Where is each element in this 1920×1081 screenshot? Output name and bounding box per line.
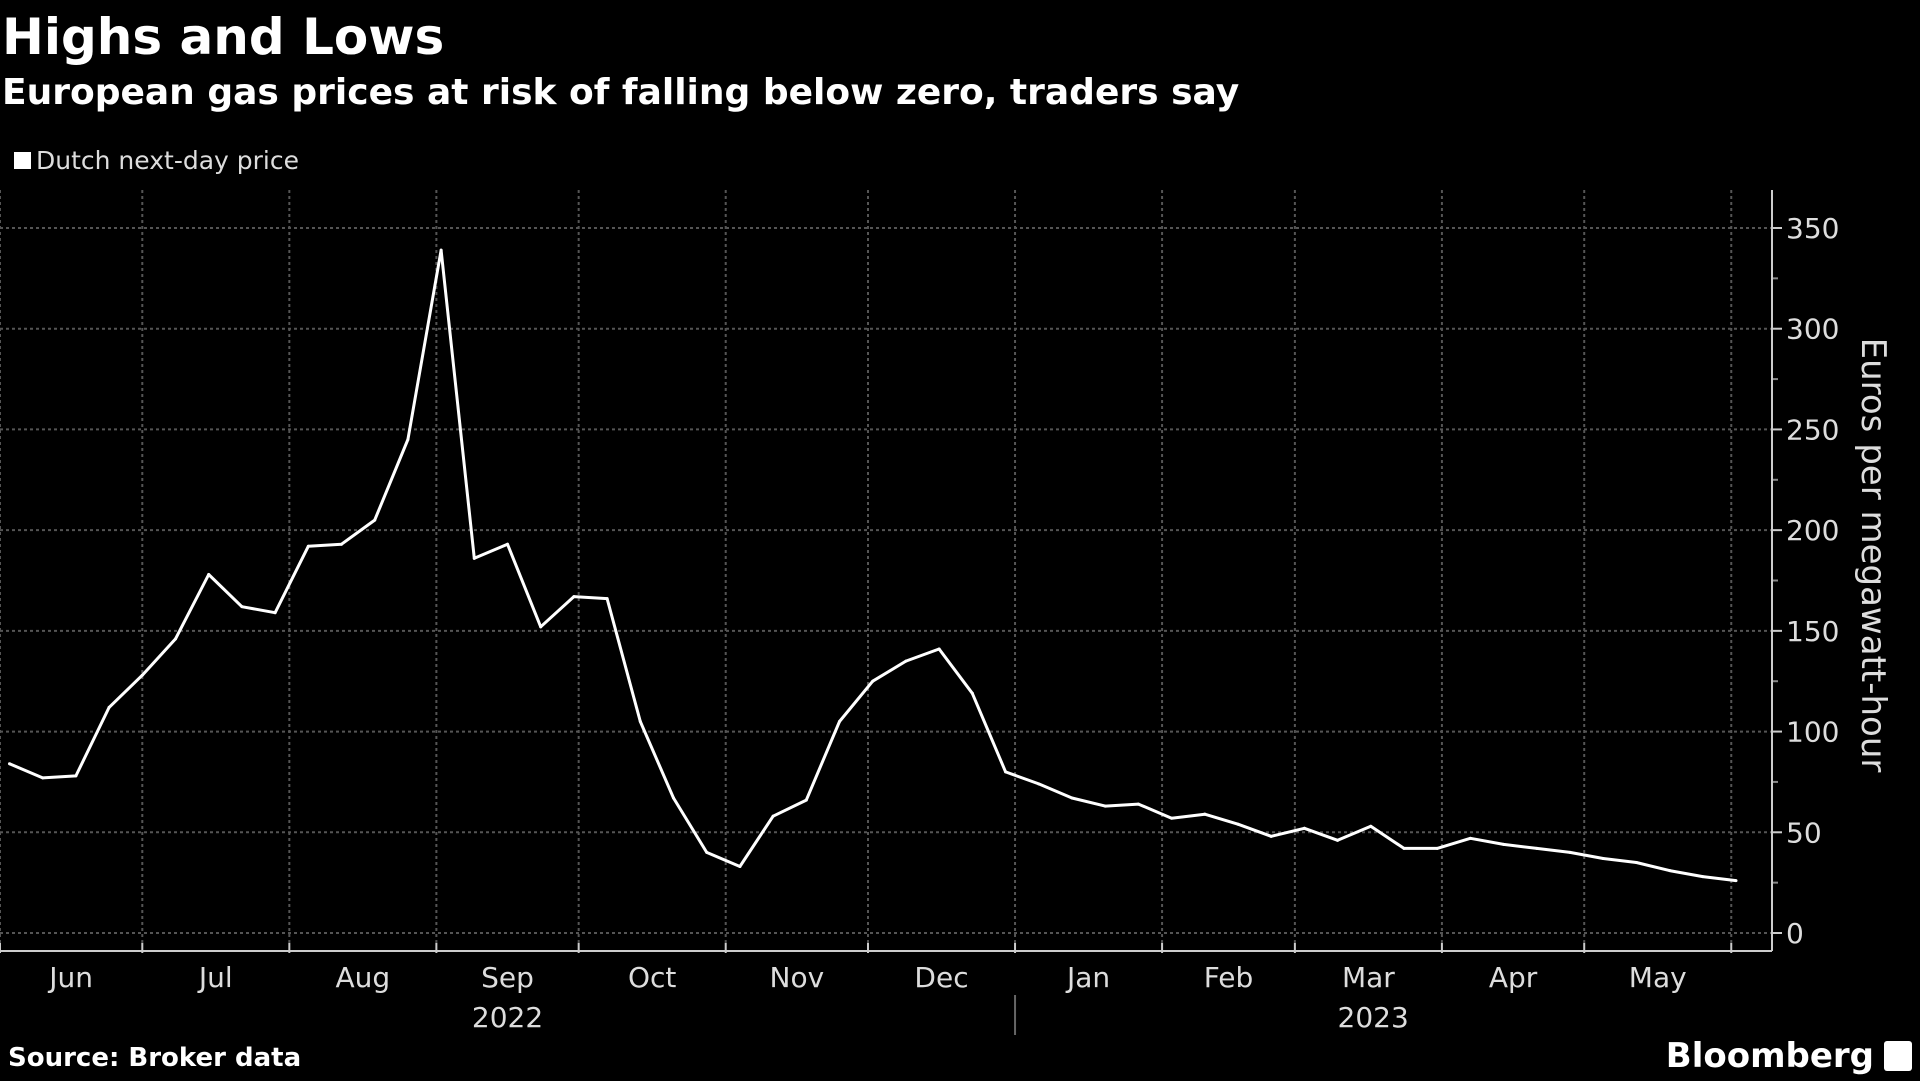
logo-text: Bloomberg [1665,1036,1874,1076]
x-tick-label: Oct [628,961,676,994]
x-tick-label: Sep [481,961,534,994]
data-point [1136,802,1140,806]
data-point [240,605,244,609]
data-point [1336,838,1340,842]
x-tick-label: Jun [47,961,93,994]
x-tick-label: Dec [914,961,968,994]
data-point [41,776,45,780]
x-tick-label: Jan [1065,961,1110,994]
chart-title: Highs and Lows [2,8,445,66]
data-point [1070,796,1074,800]
y-tick-label: 300 [1786,313,1839,346]
data-point [1269,834,1273,838]
data-point [705,850,709,854]
y-tick-label: 0 [1786,917,1804,950]
data-point [306,544,310,548]
data-point [1701,875,1705,879]
data-point [1103,804,1107,808]
chart-subtitle: European gas prices at risk of falling b… [2,72,1240,113]
data-point [1601,856,1605,860]
data-point [107,705,111,709]
data-point [605,597,609,601]
data-point [1468,836,1472,840]
data-point [1668,869,1672,873]
series-line [8,248,1737,883]
y-tick-label: 50 [1786,816,1822,849]
data-point [970,691,974,695]
data-point [1535,846,1539,850]
data-point [173,637,177,641]
data-point [273,611,277,615]
data-point [904,659,908,663]
year-label: 2023 [1338,1001,1409,1034]
y-tick-label: 350 [1786,212,1839,245]
data-point [439,248,443,252]
data-point [638,720,642,723]
data-point [1004,770,1008,774]
data-point [804,798,808,802]
x-tick-label: Feb [1204,961,1254,994]
y-tick-label: 150 [1786,615,1839,648]
y-axis-label: Euros per megawatt-hour [1853,338,1893,773]
data-point [7,762,11,766]
data-point [771,814,775,818]
data-point [1236,822,1240,826]
bloomberg-logo: Bloomberg [1666,1036,1912,1076]
data-point [672,796,676,800]
data-point [140,673,144,677]
data-point [1435,846,1439,850]
legend-swatch [14,152,31,169]
data-point [838,720,842,723]
x-tick-label: May [1629,961,1687,994]
data-point [1734,879,1738,883]
y-tick-label: 200 [1786,514,1839,547]
data-point [937,647,941,651]
data-point [539,625,543,629]
source-note: Source: Broker data [8,1043,302,1073]
x-tick-label: Apr [1489,961,1538,994]
data-point [1302,826,1306,830]
data-point [207,572,211,576]
data-point [871,679,875,683]
data-point [738,865,742,869]
legend: Dutch next-day price [14,146,299,175]
x-tick-label: Nov [770,961,825,994]
data-point [373,518,377,522]
data-point [1402,846,1406,850]
data-point [406,438,410,441]
data-point [340,542,344,546]
legend-label: Dutch next-day price [36,146,299,175]
year-label: 2022 [472,1001,543,1034]
data-point [1170,816,1174,820]
data-point [506,542,510,546]
data-point [1369,824,1373,828]
data-point [1203,812,1207,816]
y-tick-label: 100 [1786,716,1839,749]
x-tick-label: Aug [336,961,391,994]
data-point [1634,861,1638,864]
data-point [74,774,78,778]
data-point [472,556,476,560]
data-point [1037,782,1041,786]
data-point [1568,850,1572,854]
y-tick-label: 250 [1786,413,1839,446]
bloomberg-terminal-icon [1884,1041,1912,1071]
x-tick-label: Mar [1342,961,1395,994]
data-point [572,595,576,599]
data-point [1502,842,1506,846]
x-tick-label: Jul [197,961,233,994]
